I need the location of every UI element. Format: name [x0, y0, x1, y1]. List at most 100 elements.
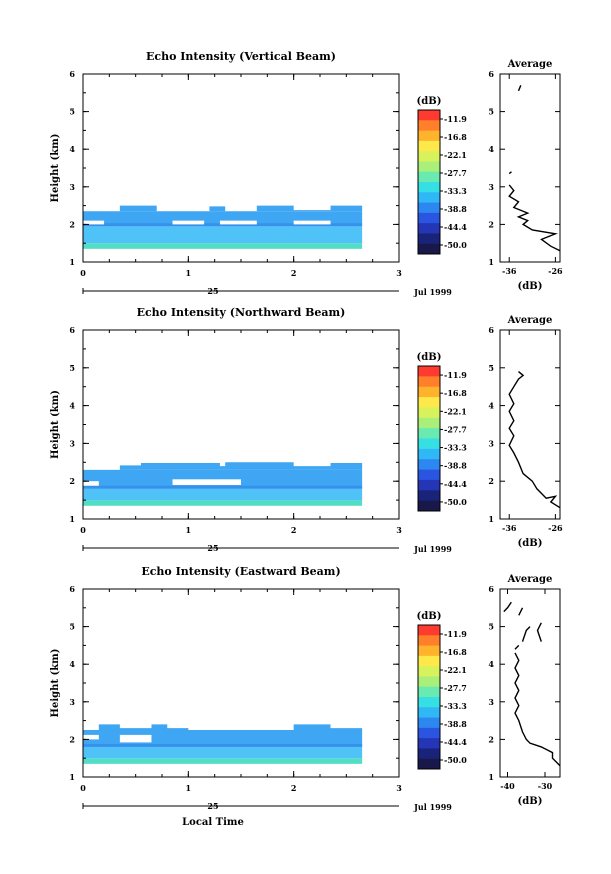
colorbar-segment: [418, 655, 440, 667]
echo-gap: [172, 479, 241, 485]
colorbar-segment: [418, 182, 440, 193]
colorbar-unit: (dB): [417, 611, 442, 622]
colorbar-segment: [418, 110, 440, 121]
y-tick-label: 3: [69, 182, 75, 192]
colorbar-segment: [418, 459, 440, 471]
average-frame: [499, 329, 561, 520]
average-frame: [499, 73, 561, 263]
colorbar-segment: [418, 469, 440, 481]
colorbar-segment: [418, 748, 440, 760]
date-label: 25: [207, 286, 218, 296]
average-y-tick-label: 2: [488, 734, 494, 744]
echo-band: [83, 500, 363, 506]
x-tick-label: 2: [291, 783, 297, 793]
echo-streak: [83, 223, 363, 227]
average-frame: [499, 588, 561, 778]
average-profile-line: [508, 184, 561, 252]
colorbar-segment: [418, 407, 440, 419]
echo-gap: [219, 220, 257, 225]
colorbar-label: -22.1: [444, 406, 467, 416]
colorbar-segment: [418, 500, 440, 512]
echo-gap: [172, 220, 205, 225]
average-y-tick-label: 3: [488, 438, 494, 448]
echo-band: [83, 211, 363, 227]
colorbar-label: -22.1: [444, 150, 467, 160]
average-title: Average: [507, 315, 553, 326]
average-profile-line: [503, 601, 512, 613]
colorbar-label: -44.4: [444, 737, 467, 747]
y-tick-label: 1: [69, 772, 75, 782]
colorbar-segment: [418, 386, 440, 398]
echo-gap: [83, 734, 99, 740]
average-x-label: (dB): [518, 538, 543, 549]
colorbar-label: -38.8: [444, 461, 467, 471]
echo-band: [83, 226, 363, 244]
x-tick-label: 0: [80, 525, 86, 535]
colorbar-segment: [418, 666, 440, 677]
colorbar-label: -50.0: [444, 240, 467, 250]
colorbar-label: -33.3: [444, 186, 467, 196]
colorbar-unit: (dB): [417, 96, 442, 107]
average-profile-line: [508, 371, 561, 509]
y-tick-label: 2: [69, 219, 75, 229]
colorbar-label: -27.7: [444, 424, 467, 434]
colorbar-segment: [418, 151, 440, 162]
average-y-tick-label: 6: [488, 325, 494, 335]
colorbar-segment: [418, 161, 440, 173]
colorbar-segment: [418, 140, 440, 152]
colorbar-segment: [418, 625, 440, 636]
colorbar-label: -11.9: [444, 370, 467, 380]
average-profile-line: [508, 171, 512, 175]
colorbar-label: -50.0: [444, 497, 467, 507]
average-y-tick-label: 6: [488, 69, 494, 79]
average-y-tick-label: 4: [488, 401, 494, 411]
colorbar-label: -11.9: [444, 629, 467, 639]
average-y-tick-label: 4: [488, 144, 494, 154]
echo-top-edge: [83, 462, 363, 470]
echo-gap: [83, 481, 99, 486]
average-profile-line: [521, 626, 531, 642]
colorbar-label: -16.8: [444, 132, 467, 142]
average-x-tick-label: -36: [502, 523, 517, 533]
average-y-tick-label: 5: [488, 622, 494, 632]
echo-gap: [83, 220, 105, 225]
average-profile-line: [518, 607, 524, 616]
average-y-tick-label: 2: [488, 476, 494, 486]
x-axis-label: Local Time: [182, 817, 244, 828]
y-tick-label: 2: [69, 476, 75, 486]
echo-gap: [293, 220, 331, 225]
y-tick-label: 1: [69, 257, 75, 267]
colorbar-segment: [418, 758, 440, 770]
colorbar-label: -38.8: [444, 204, 467, 214]
y-tick-label: 3: [69, 438, 75, 448]
colorbar-segment: [418, 223, 440, 234]
colorbar-label: -38.8: [444, 719, 467, 729]
average-profile-line: [536, 622, 542, 642]
x-tick-label: 3: [396, 525, 402, 535]
average-y-tick-label: 6: [488, 584, 494, 594]
colorbar-segment: [418, 448, 440, 460]
echo-gap: [119, 734, 152, 743]
y-tick-label: 6: [69, 584, 75, 594]
date-label: 25: [207, 543, 218, 553]
x-tick-label: 0: [80, 783, 86, 793]
x-tick-label: 1: [186, 525, 192, 535]
average-y-tick-label: 3: [488, 182, 494, 192]
average-x-tick-label: -36: [502, 266, 517, 276]
y-tick-label: 3: [69, 697, 75, 707]
average-y-tick-label: 3: [488, 697, 494, 707]
panel-title: Echo Intensity (Northward Beam): [137, 306, 346, 319]
echo-streak: [83, 485, 363, 489]
colorbar-segment: [418, 697, 440, 708]
colorbar-segment: [418, 397, 440, 408]
colorbar-segment: [418, 417, 440, 429]
average-x-label: (dB): [518, 796, 543, 807]
panel-title: Echo Intensity (Vertical Beam): [146, 50, 336, 63]
average-x-tick-label: -40: [500, 781, 515, 791]
average-y-tick-label: 4: [488, 659, 494, 669]
x-tick-label: 2: [291, 525, 297, 535]
average-title: Average: [507, 59, 553, 70]
colorbar-label: -27.7: [444, 168, 467, 178]
colorbar-segment: [418, 171, 440, 183]
